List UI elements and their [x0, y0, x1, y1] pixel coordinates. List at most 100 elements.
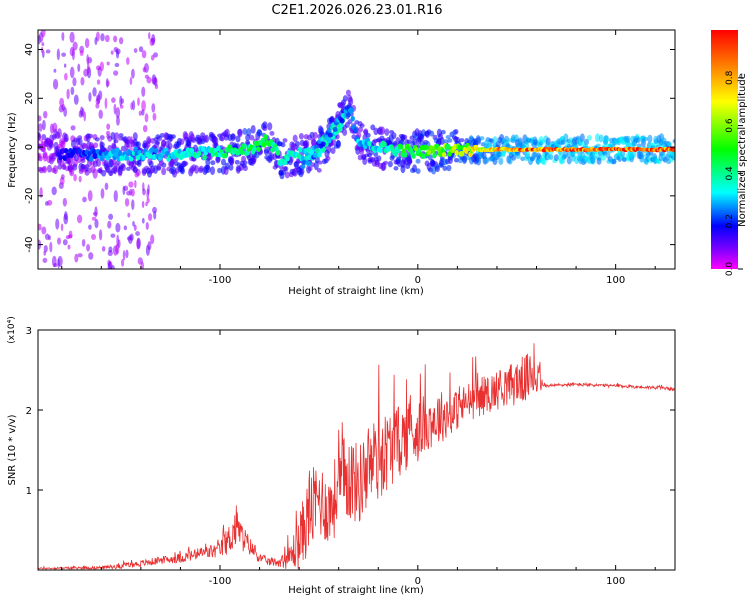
spectrogram-halo	[230, 133, 236, 142]
spectrogram-speckle	[49, 241, 53, 253]
spectrogram-halo	[637, 150, 643, 160]
colorbar-tick-label: 0.8	[725, 70, 735, 85]
spectrogram-speckle	[51, 255, 57, 268]
spectrogram-speckle	[152, 206, 157, 214]
spectrogram-halo	[132, 167, 138, 174]
spectrogram-speckle	[113, 35, 118, 43]
spectrogram-branch-cell	[339, 118, 345, 124]
spectrogram-speckle	[128, 181, 134, 188]
spectrogram-ridge-cell	[202, 154, 207, 161]
spectrogram-halo	[596, 157, 602, 165]
spectrogram-ridge-cell	[430, 147, 436, 154]
spectrogram-speckle	[86, 62, 90, 74]
spectrogram-speckle	[128, 188, 133, 196]
spectrogram-xlabel: Height of straight line (km)	[288, 286, 424, 297]
spectrogram-speckle	[46, 199, 53, 206]
spectrogram-speckle	[137, 257, 143, 265]
spectrogram-speckle	[64, 211, 68, 221]
spectrogram-speckle	[122, 249, 126, 261]
spectrogram-ridge-cell	[164, 150, 170, 157]
spectrogram-halo	[93, 142, 99, 149]
spectrogram-speckle	[88, 92, 92, 102]
spectrogram-halo	[99, 135, 105, 141]
spectrogram-halo	[453, 128, 459, 135]
spectrogram-speckle	[56, 48, 61, 61]
spectrogram-speckle	[94, 36, 98, 46]
spectrogram-frame	[37, 29, 676, 270]
spectrogram-halo	[434, 165, 440, 173]
spectrogram-halo	[111, 158, 117, 166]
spectrogram-halo	[291, 168, 297, 176]
spectrogram-halo	[242, 165, 248, 172]
spectrogram-speckle	[115, 107, 121, 119]
spectrogram-halo	[101, 169, 107, 177]
x-tick-label: 100	[606, 576, 625, 587]
spectrogram-halo	[282, 138, 288, 143]
spectrogram-halo	[342, 128, 348, 136]
spectrogram-speckle	[70, 125, 76, 131]
spectrogram-halo	[445, 134, 451, 140]
spectrogram-branch-cell	[324, 135, 330, 141]
spectrogram-speckle	[43, 110, 48, 119]
spectrogram-halo	[38, 131, 41, 141]
spectrogram-halo	[672, 151, 675, 159]
spectrogram-halo	[237, 128, 243, 138]
spectrogram-speckle	[82, 196, 87, 203]
spectrogram-halo	[169, 157, 175, 167]
spectrogram-halo	[215, 155, 221, 163]
spectrogram-halo	[317, 160, 323, 165]
spectrogram-speckle	[154, 83, 159, 90]
spectrogram-speckle	[141, 100, 146, 112]
spectrogram-speckle	[42, 257, 48, 263]
spectrogram-halo	[242, 160, 248, 165]
colorbar-gradient	[711, 30, 738, 269]
spectrogram-speckle	[41, 226, 47, 235]
spectrogram-halo	[118, 133, 124, 138]
y-tick-label: -40	[24, 236, 35, 252]
spectrogram-halo	[217, 167, 223, 174]
spectrogram-speckle	[80, 77, 85, 86]
spectrogram-halo	[459, 138, 465, 143]
spectrogram-halo	[533, 139, 539, 146]
snr-frame-bg	[38, 330, 675, 570]
spectrogram-halo	[365, 132, 371, 138]
spectrogram-speckle	[115, 222, 121, 233]
spectrogram-speckle	[107, 220, 112, 229]
spectrogram-ridge-cell	[263, 134, 268, 140]
spectrogram-halo	[373, 127, 379, 136]
x-tick-label: 0	[415, 275, 421, 286]
spectrogram-speckle	[70, 86, 75, 96]
spectrogram-speckle	[149, 37, 155, 47]
spectrogram-speckle	[146, 197, 150, 204]
spectrogram-halo	[504, 135, 510, 143]
spectrogram-speckle	[63, 63, 67, 68]
spectrogram-speckle	[66, 88, 70, 100]
spectrogram-speckle	[95, 103, 100, 109]
spectrogram-speckle	[53, 68, 57, 73]
spectrogram-halo	[267, 122, 273, 131]
spectrogram-halo	[611, 158, 617, 165]
spectrogram-halo	[520, 156, 526, 162]
spectrogram-halo	[114, 132, 120, 140]
spectrogram-cells	[38, 30, 675, 269]
spectrogram-panel: -100 0 100 -40 -20 0 20 40 Height of straight l…	[7, 29, 676, 297]
spectrogram-halo	[545, 137, 551, 146]
spectrogram-speckle	[126, 57, 130, 65]
spectrogram-halo	[304, 140, 310, 148]
spectrogram-halo	[595, 133, 601, 143]
spectrogram-speckle	[110, 265, 115, 269]
spectrogram-speckle	[113, 190, 118, 203]
spectrogram-speckle	[57, 255, 63, 267]
spectrogram-halo	[90, 165, 96, 174]
spectrogram-halo	[484, 157, 490, 164]
spectrogram-speckle	[61, 52, 67, 57]
spectrogram-halo	[358, 126, 364, 133]
spectrogram-speckle	[145, 221, 149, 230]
spectrogram-halo	[298, 132, 304, 140]
colorbar-tick-label: 0.6	[725, 118, 735, 133]
spectrogram-speckle	[91, 216, 97, 221]
spectrogram-halo	[284, 171, 290, 179]
spectrogram-ticks: -100 0 100 -40 -20 0 20 40	[24, 30, 675, 286]
spectrogram-ridge-cell	[297, 146, 303, 153]
spectrogram-speckle	[138, 110, 142, 116]
